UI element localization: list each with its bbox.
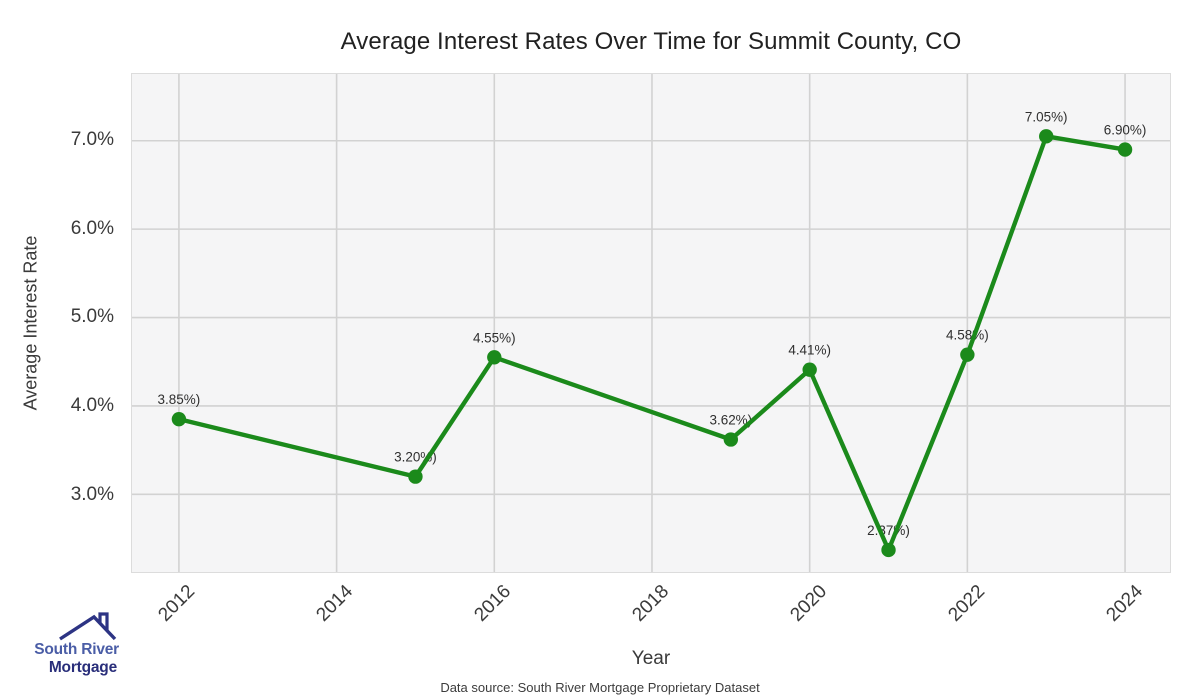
data-point-label: 7.05%) xyxy=(1025,109,1068,124)
data-point-label: 6.90%) xyxy=(1104,123,1147,138)
data-point-2016 xyxy=(487,350,502,365)
data-point-2023 xyxy=(1039,129,1054,144)
data-point-2019 xyxy=(723,432,739,447)
data-source-note: Data source: South River Mortgage Propri… xyxy=(440,680,760,695)
data-point-label: 4.58%) xyxy=(946,328,989,343)
y-axis-title: Average Interest Rate xyxy=(20,235,41,411)
logo: South River Mortgage xyxy=(21,612,119,675)
logo-text-line1: South River xyxy=(34,641,119,658)
data-point-2015 xyxy=(408,469,423,484)
y-tick-label: 7.0% xyxy=(70,129,114,150)
data-point-2020 xyxy=(802,362,817,377)
data-point-2012 xyxy=(171,411,187,427)
y-tick-label: 3.0% xyxy=(70,483,114,505)
y-tick-label: 6.0% xyxy=(70,217,114,239)
plot-area: 3.85%) 3.20%) 4.55%) 3.62%) 4.41%) 2.37%) 4.58… xyxy=(131,73,1171,573)
x-tick-label: 2018 xyxy=(628,581,673,626)
data-point-2024 xyxy=(1117,142,1133,157)
data-point-label: 4.41%) xyxy=(788,343,831,358)
x-tick-label: 2024 xyxy=(1102,581,1147,626)
data-point-label: 4.55%) xyxy=(473,330,516,345)
chart-title: Average Interest Rates Over Time for Sum… xyxy=(340,28,962,55)
y-tick-label: 4.0% xyxy=(70,395,114,417)
y-tick-label: 5.0% xyxy=(70,306,114,328)
x-tick-label: 2020 xyxy=(786,581,831,626)
logo-text-line2: Mortgage xyxy=(48,658,117,676)
data-point-2022 xyxy=(960,347,975,362)
x-tick-label: 2022 xyxy=(944,581,989,626)
line-chart: 3.85%)3.20%)4.55%)3.62%)4.41%)2.37%)4.58… xyxy=(132,74,1170,572)
data-point-label: 3.62%) xyxy=(709,413,752,428)
x-axis-title: Year xyxy=(631,648,671,669)
data-point-label: 2.37%) xyxy=(867,523,910,538)
x-tick-label: 2012 xyxy=(154,581,199,626)
x-tick-label: 2016 xyxy=(470,581,515,626)
house-roof-icon xyxy=(59,612,117,641)
data-point-label: 3.85%) xyxy=(158,392,201,407)
data-point-2021 xyxy=(881,542,896,558)
x-tick-label: 2014 xyxy=(312,581,357,626)
